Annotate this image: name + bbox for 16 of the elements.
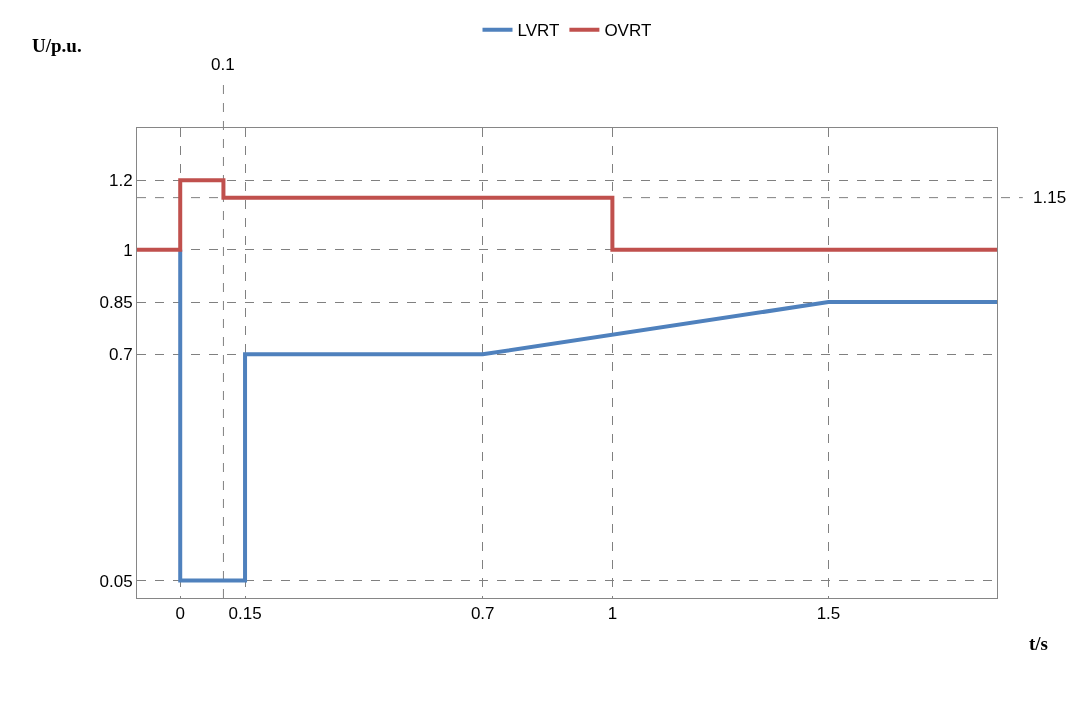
ref-line-label: 1.15 [1033, 188, 1067, 207]
x-tick-label: 0.15 [228, 604, 262, 624]
ref-line-label: 0.1 [211, 55, 235, 74]
x-tick-label: 1.5 [816, 604, 841, 624]
y-tick-label: 1 [123, 240, 133, 260]
y-tick-label: 0.7 [108, 345, 133, 365]
x-axis-title: t/s [1029, 633, 1048, 654]
y-tick-label: 0.85 [99, 293, 133, 313]
legend-label: OVRT [604, 21, 652, 41]
x-tick-label: 0 [175, 604, 185, 624]
legend-label: LVRT [517, 21, 560, 41]
x-tick-label: 0.7 [470, 604, 495, 624]
y-tick-label: 0.05 [99, 571, 133, 591]
y-tick-label: 1.2 [108, 171, 133, 191]
x-tick-label: 1 [607, 604, 618, 624]
y-axis-title: U/p.u. [32, 35, 82, 56]
